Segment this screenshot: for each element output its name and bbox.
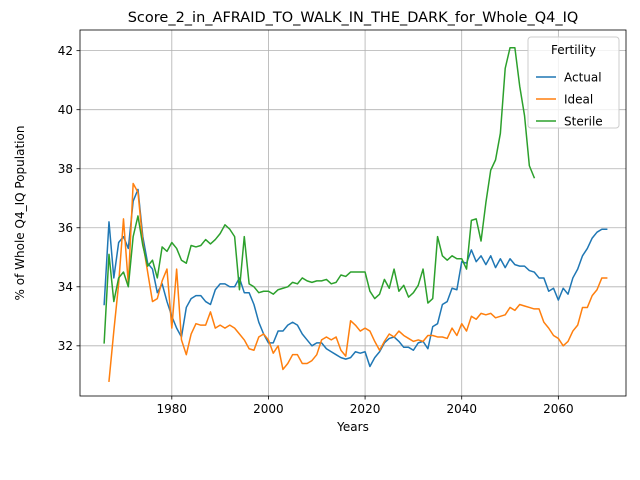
y-tick-label: 34 bbox=[58, 280, 73, 294]
x-axis-label: Years bbox=[336, 420, 369, 434]
legend-label-ideal: Ideal bbox=[564, 92, 593, 106]
chart-title: Score_2_in_AFRAID_TO_WALK_IN_THE_DARK_fo… bbox=[128, 10, 579, 26]
x-tick-label: 2000 bbox=[253, 402, 284, 416]
legend-label-sterile: Sterile bbox=[564, 114, 603, 128]
series-line-ideal bbox=[108, 182, 608, 383]
legend-title: Fertility bbox=[551, 43, 596, 57]
y-tick-label: 32 bbox=[58, 339, 73, 353]
x-tick-label: 2060 bbox=[543, 402, 574, 416]
y-tick-label: 40 bbox=[58, 103, 73, 117]
legend-box bbox=[527, 36, 620, 129]
x-tick-label: 2020 bbox=[350, 402, 381, 416]
series-line-actual bbox=[103, 188, 608, 368]
y-tick-label: 36 bbox=[58, 221, 73, 235]
y-tick-label: 38 bbox=[58, 162, 73, 176]
ticks: 1980 2000 2020 2040 2060 32 34 36 38 40 42 bbox=[58, 44, 574, 416]
series-line-sterile bbox=[103, 46, 536, 344]
legend-label-actual: Actual bbox=[564, 70, 602, 84]
x-tick-label: 1980 bbox=[157, 402, 188, 416]
y-tick-label: 42 bbox=[58, 44, 73, 58]
plot-frame bbox=[79, 29, 627, 397]
series-lines bbox=[103, 46, 608, 383]
legend: Fertility Actual Ideal Sterile bbox=[527, 36, 620, 129]
x-tick-label: 2040 bbox=[446, 402, 477, 416]
y-axis-label: % of Whole Q4_IQ Population bbox=[13, 126, 27, 301]
